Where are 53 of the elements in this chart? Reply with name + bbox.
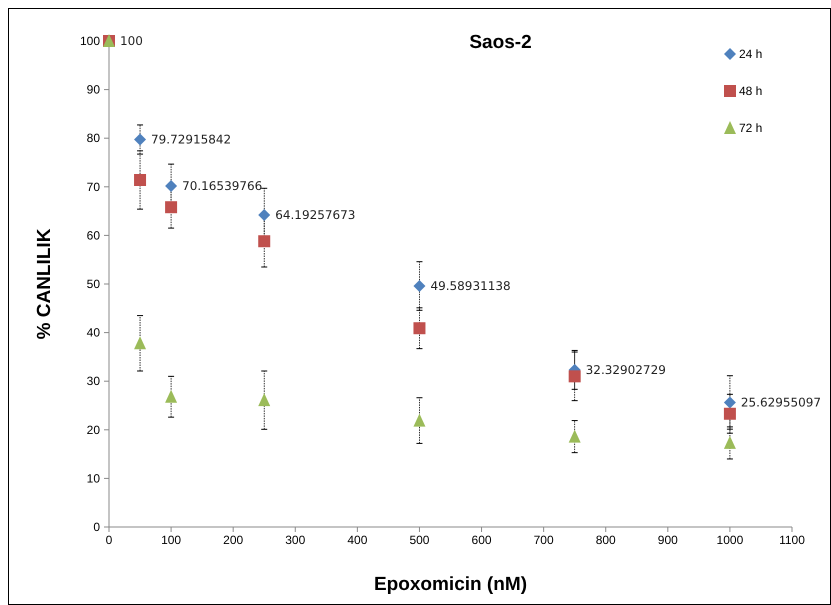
data-label: 32.32902729	[586, 362, 666, 377]
point	[413, 414, 426, 427]
point	[165, 201, 178, 214]
y-tick-label: 90	[86, 82, 100, 97]
data-label: 70.16539766	[182, 178, 262, 193]
point	[258, 209, 270, 222]
point	[165, 390, 178, 403]
x-tick-label: 100	[161, 533, 182, 547]
x-tick-label: 800	[596, 533, 616, 547]
x-tick-label: 200	[223, 533, 244, 547]
point	[134, 134, 146, 146]
point	[568, 430, 581, 443]
x-tick-label: 700	[534, 533, 554, 547]
legend-label: 72 h	[739, 121, 762, 135]
point	[724, 436, 736, 449]
y-tick-label: 70	[86, 180, 100, 194]
data-label: 49.58931138	[430, 278, 511, 293]
x-tick-label: 400	[347, 533, 368, 547]
x-tick-label: 300	[285, 533, 306, 547]
x-tick-label: 900	[658, 533, 678, 547]
x-tick-label: 600	[472, 533, 492, 547]
point	[134, 336, 146, 350]
point	[165, 180, 178, 192]
point	[413, 280, 426, 292]
y-tick-label: 20	[86, 422, 100, 437]
legend-label: 48 h	[739, 84, 762, 98]
data-label: 79.72915842	[151, 132, 232, 147]
data-label: 100	[120, 34, 143, 48]
chart-title: Saos-2	[469, 32, 532, 53]
x-tick-label: 1100	[779, 533, 806, 547]
y-axis-title: % CANLILIK	[34, 228, 55, 340]
x-tick-label: 1000	[716, 533, 744, 547]
y-tick-label: 80	[86, 131, 100, 146]
x-tick-label: 0	[106, 533, 113, 547]
y-tick-label: 50	[86, 277, 100, 291]
y-tick-label: 60	[86, 228, 100, 242]
x-tick-label: 500	[409, 533, 430, 547]
legend-label: 24 h	[739, 47, 762, 61]
y-tick-label: 30	[86, 374, 100, 388]
data-label: 25.62955097	[740, 395, 822, 410]
y-tick-label: 10	[86, 471, 100, 486]
point	[258, 393, 270, 406]
point	[134, 174, 146, 186]
point	[413, 322, 426, 334]
x-axis-title: Epoxomicin (nM)	[374, 574, 528, 595]
point	[724, 396, 736, 408]
y-tick-label: 100	[80, 34, 100, 48]
y-tick-label: 0	[93, 520, 100, 534]
point	[258, 235, 270, 248]
point	[568, 370, 581, 382]
data-label: 64.19257673	[275, 208, 356, 222]
point	[724, 408, 736, 420]
y-tick-label: 40	[86, 326, 100, 340]
